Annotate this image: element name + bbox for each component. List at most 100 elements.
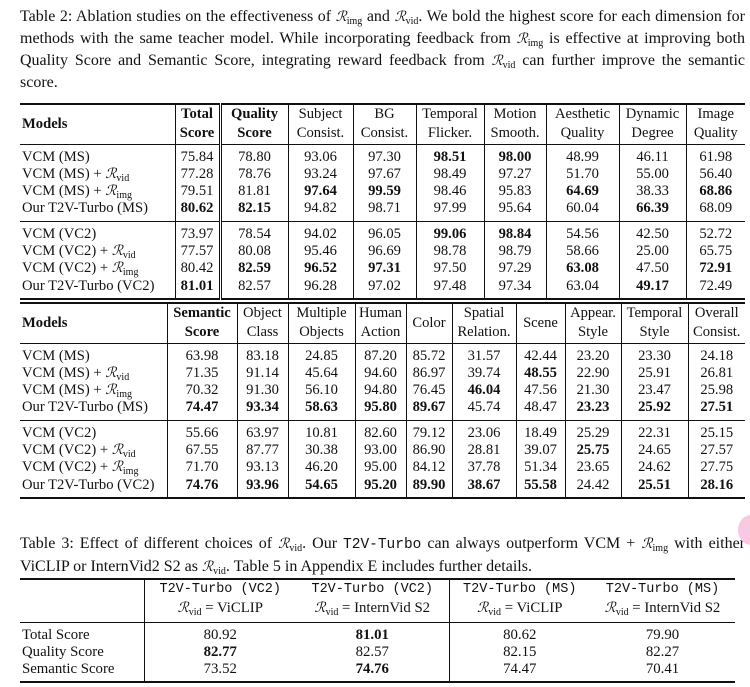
r-glyph: ℛ [201,559,214,575]
table-row: Our T2V-Turbo (VC2) 81.01 82.57 96.28 97.02 9… [20,277,745,300]
column-header: Scene [515,301,565,344]
score-cell: 93.34 [236,399,288,421]
table-row: VCM (VC2) 55.66 63.97 10.81 82.60 79.12 23.06 1… [20,419,745,443]
rvid-value: = ViCLIP [501,600,563,617]
score-cell: 67.55 [166,442,237,460]
score-cell: 87.20 [354,342,406,365]
score-cell: 79.12 [405,419,452,443]
r-subscript: vid [122,250,136,262]
score-cell: 25.00 [618,243,686,261]
model-label: VCM (MS) + [22,364,106,381]
table-row: VCM (VC2) + ℛimg 80.42 82.59 96.52 97.31 97.5… [20,260,745,279]
column-header: Flicker. [415,124,484,145]
score-cell: 28.16 [687,476,745,499]
column-header: Total [174,102,220,125]
r-vid-symbol: ℛvid [605,600,629,618]
score-cell: 39.74 [451,364,516,383]
row-label: Semantic Score [20,661,144,684]
score-cell: 52.72 [685,220,745,244]
model-label: VCM (MS) [22,148,90,165]
score-cell: 27.57 [687,442,745,460]
r-subscript: vid [325,607,339,619]
r-vid-symbol: ℛvid [177,600,202,618]
score-cell: 68.86 [685,183,745,201]
column-header: Subject [287,102,353,125]
score-cell: 42.44 [515,342,565,365]
score-cell: 48.99 [545,143,619,166]
score-cell: 97.31 [352,260,416,278]
table-row: VCM (MS) + ℛimg 70.32 91.30 56.10 94.80 76.45… [20,382,745,400]
r-glyph: ℛ [105,165,117,182]
rvid-value: = InternVid S2 [628,600,721,617]
table-row: VCM (MS) + ℛvid 71.35 91.14 45.64 94.60 86.97… [20,364,745,383]
caption-text: is effective at improving both Quality S… [20,30,745,69]
column-header: Temporal [415,102,484,125]
score-cell: 25.75 [564,442,621,460]
model-label: VCM (MS) [22,347,90,364]
score-cell: 98.00 [483,143,546,166]
column-header-rvid: ℛvid = InternVid S2 [296,599,449,622]
score-cell: 91.30 [236,382,288,400]
table-row: Quality Score 82.77 82.57 82.15 82.27 [20,643,735,662]
score-cell: 97.29 [483,260,546,278]
r-glyph: ℛ [105,382,117,399]
score-cell: 24.62 [620,459,688,477]
r-glyph: ℛ [314,600,326,617]
score-cell: 24.42 [564,476,621,499]
score-cell: 79.51 [174,183,220,201]
score-cell: 47.56 [515,382,565,400]
score-cell: 93.06 [287,143,353,166]
score-cell: 78.54 [218,220,288,244]
score-cell: 51.34 [515,459,565,477]
r-subscript: img [346,16,363,27]
r-vid-symbol: ℛvid [105,165,129,184]
score-cell: 85.72 [405,342,452,365]
score-cell: 96.28 [287,277,353,300]
caption-text: . Table 5 in Appendix E includes further… [225,558,532,575]
score-cell: 94.60 [354,364,406,383]
score-cell: 82.27 [645,643,680,660]
column-header: Multiple [287,301,355,324]
r-vid-symbol: ℛvid [111,243,136,262]
caption-text: Table 3: Effect of different choices of [20,535,279,552]
column-header-rvid: ℛvid = ViCLIP [143,599,296,623]
caption-text: . Our [302,535,344,552]
score-cell: 99.59 [352,183,416,201]
model-name: VCM (VC2) [20,220,175,244]
r-glyph: ℛ [111,442,123,459]
score-cell: 97.30 [352,143,416,166]
score-cell: 64.69 [545,183,619,201]
column-header: Smooth. [483,124,546,145]
column-header: Models [20,301,167,344]
model-label: VCM (MS) + [22,382,106,399]
column-header: Quality [685,124,745,145]
score-cell: 25.91 [620,364,688,383]
score-cell: 82.15 [448,643,590,662]
r-glyph: ℛ [105,364,117,381]
r-subscript: img [527,38,544,49]
model-label: VCM (VC2) + [22,442,112,459]
column-header-rvid: ℛvid = ViCLIP [448,599,590,623]
score-cell: 82.60 [354,419,406,443]
r-subscript: vid [488,607,501,619]
r-img-symbol: ℛimg [112,260,139,279]
score-cell: 95.00 [354,459,406,477]
caption-text: Table 2: Ablation studies on the effecti… [20,8,336,25]
model-name: VCM (MS) + ℛvid [20,165,175,184]
score-cell: 54.56 [545,220,619,244]
model-name: Our T2V-Turbo (VC2) [20,476,167,499]
score-cell: 77.57 [174,243,220,261]
score-cell: 82.57 [218,277,288,300]
score-cell: 94.82 [287,200,353,222]
r-glyph: ℛ [111,243,123,260]
table-row: VCM (MS) + ℛimg 79.51 81.81 97.64 99.59 98.46… [20,183,745,201]
column-header: Overall [687,301,745,324]
r-glyph: ℛ [177,600,189,617]
score-cell: 25.29 [564,419,621,443]
column-header: Quality [218,102,288,125]
score-cell: 73.97 [174,220,220,244]
r-subscript: img [122,267,139,279]
score-cell: 95.46 [287,243,353,261]
score-cell: 78.80 [218,143,288,166]
column-header: Action [354,323,406,344]
